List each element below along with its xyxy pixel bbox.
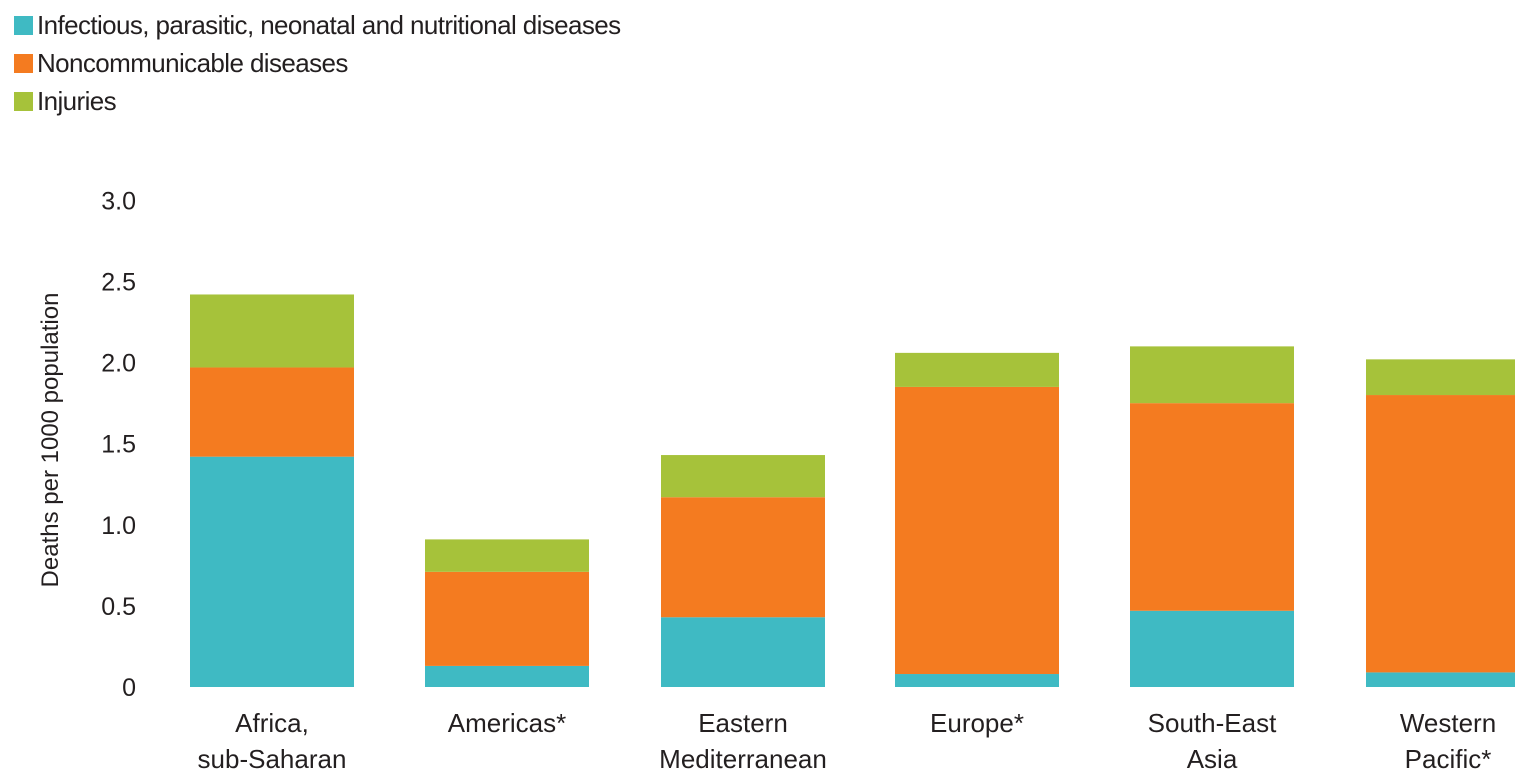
legend-label-infectious: Infectious, parasitic, neonatal and nutr… (37, 9, 621, 40)
legend: Infectious, parasitic, neonatal and nutr… (14, 6, 621, 120)
x-category-label: Eastern Mediterranean (659, 708, 827, 774)
y-tick-label: 1.0 (101, 512, 136, 540)
y-axis-label: Deaths per 1000 population (37, 293, 64, 588)
legend-item-injuries: Injuries (14, 82, 621, 120)
bar-segment-injuries (190, 294, 354, 368)
bar-segment-noncommunicable (895, 386, 1059, 675)
bar-segment-infectious (1366, 672, 1515, 687)
y-tick-label: 2.5 (101, 269, 136, 297)
y-axis-ticks: 0 0.5 1.0 1.5 2.0 2.5 3.0 (101, 187, 136, 702)
x-axis-categories: Africa, sub-Saharan Americas* Eastern Medite… (198, 708, 1497, 774)
bar-segment-injuries (1130, 346, 1294, 404)
legend-swatch-noncommunicable (14, 53, 33, 73)
legend-item-noncommunicable: Noncommunicable diseases (14, 44, 621, 82)
legend-label-injuries: Injuries (37, 85, 117, 116)
bar-segment-noncommunicable (1130, 403, 1294, 611)
bar-segment-injuries (661, 455, 825, 498)
bar-segment-infectious (895, 674, 1059, 687)
x-category-label: Western Pacific* (1400, 708, 1496, 774)
y-tick-label: 0.5 (101, 593, 136, 621)
bar-segment-infectious (190, 456, 354, 687)
y-tick-label: 2.0 (101, 350, 136, 378)
x-category-label: Europe* (930, 708, 1024, 738)
bar-segment-injuries (425, 539, 589, 572)
y-tick-label: 0 (122, 674, 136, 702)
bar-segment-infectious (661, 617, 825, 687)
bar-segment-noncommunicable (1366, 395, 1515, 673)
x-category-label: South-East Asia (1148, 708, 1277, 774)
legend-label-noncommunicable: Noncommunicable diseases (37, 47, 348, 78)
bar-segment-injuries (895, 352, 1059, 387)
legend-item-infectious: Infectious, parasitic, neonatal and nutr… (14, 6, 621, 44)
x-category-label: Americas* (448, 708, 566, 738)
bar-segment-noncommunicable (190, 367, 354, 457)
bars (190, 294, 1515, 687)
y-tick-label: 1.5 (101, 431, 136, 459)
bar-segment-injuries (1366, 359, 1515, 396)
x-category-label: Africa, sub-Saharan (198, 708, 347, 774)
legend-swatch-infectious (14, 15, 33, 35)
bar-segment-noncommunicable (425, 571, 589, 666)
bar-segment-noncommunicable (661, 497, 825, 618)
y-tick-label: 3.0 (101, 187, 136, 215)
bar-segment-infectious (425, 665, 589, 687)
legend-swatch-injuries (14, 91, 33, 111)
bar-segment-infectious (1130, 610, 1294, 687)
